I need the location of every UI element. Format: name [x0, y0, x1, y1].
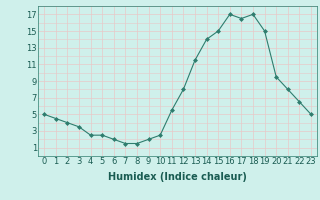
- X-axis label: Humidex (Indice chaleur): Humidex (Indice chaleur): [108, 172, 247, 182]
